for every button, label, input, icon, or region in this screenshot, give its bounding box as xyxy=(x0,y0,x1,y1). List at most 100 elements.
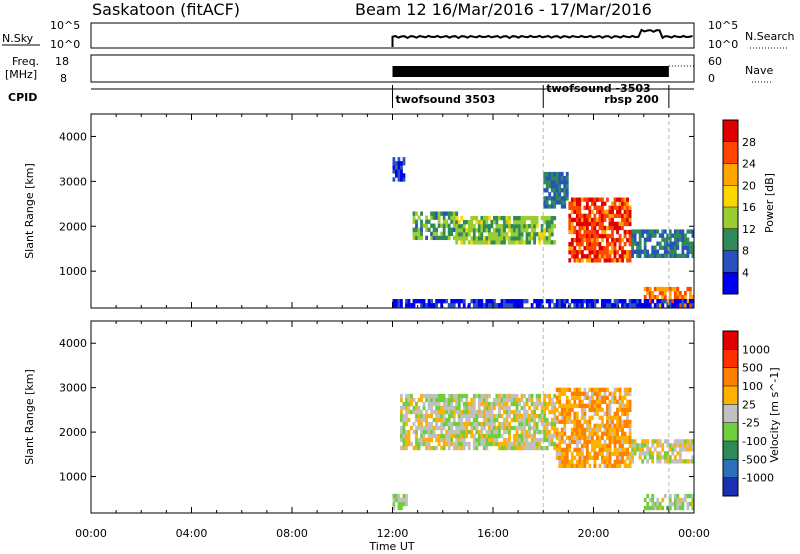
power-cell xyxy=(583,225,587,231)
velocity-cell xyxy=(626,399,629,404)
velocity-cell xyxy=(442,445,446,451)
power-cell xyxy=(415,219,418,224)
velocity-cell xyxy=(666,451,670,456)
velocity-cell xyxy=(611,395,614,400)
velocity-cell xyxy=(596,431,599,436)
y-tick-label: 1000 xyxy=(59,265,87,278)
velocity-cell xyxy=(500,393,504,399)
power-cell xyxy=(437,223,441,228)
velocity-cell xyxy=(585,395,589,400)
power-cell xyxy=(633,303,637,308)
power-cell xyxy=(480,215,484,221)
velocity-cell xyxy=(425,429,428,435)
velocity-cell xyxy=(575,423,579,428)
power-cell xyxy=(450,231,454,236)
velocity-cell xyxy=(573,439,577,444)
power-cell xyxy=(596,299,599,304)
velocity-cell xyxy=(535,437,539,443)
power-cell xyxy=(435,299,439,304)
velocity-cell xyxy=(638,451,642,456)
velocity-cell xyxy=(505,437,509,443)
velocity-cell xyxy=(415,409,418,415)
power-cell xyxy=(543,232,547,237)
velocity-cell xyxy=(407,429,411,435)
velocity-cell xyxy=(487,393,491,399)
power-cell xyxy=(578,237,582,243)
velocity-cell xyxy=(482,405,486,411)
velocity-cell xyxy=(676,501,680,507)
velocity-cell xyxy=(661,443,665,448)
velocity-cell xyxy=(523,421,526,427)
power-cell xyxy=(400,303,403,308)
power-cell xyxy=(590,217,594,223)
power-cell xyxy=(678,233,682,238)
velocity-cell xyxy=(392,505,396,511)
velocity-cell xyxy=(465,421,469,427)
velocity-cell xyxy=(543,417,547,423)
power-cell xyxy=(412,231,416,236)
power-cell xyxy=(636,229,640,234)
velocity-cell xyxy=(628,431,632,436)
velocity-cell xyxy=(515,397,519,403)
power-cell xyxy=(646,237,650,242)
power-cell xyxy=(580,197,584,202)
power-cell xyxy=(555,180,559,185)
power-cell xyxy=(482,219,486,225)
power-cell xyxy=(570,250,574,255)
power-cell xyxy=(606,233,609,239)
velocity-cell xyxy=(596,391,599,396)
velocity-cell xyxy=(432,417,436,423)
power-cell xyxy=(611,233,614,239)
power-cell xyxy=(493,228,496,233)
power-cell xyxy=(508,224,511,229)
power-colorbar-tick-label: 12 xyxy=(742,223,756,236)
power-cell xyxy=(688,241,692,246)
power-cell xyxy=(405,299,408,304)
velocity-cell xyxy=(500,445,504,451)
velocity-cell xyxy=(560,439,564,444)
power-cell xyxy=(676,294,680,300)
velocity-cell xyxy=(573,431,577,436)
power-cell xyxy=(440,299,444,304)
velocity-cell xyxy=(485,441,489,447)
velocity-cell xyxy=(555,435,559,440)
velocity-cell xyxy=(563,439,567,444)
power-cell xyxy=(608,233,612,239)
velocity-cell xyxy=(623,391,627,396)
velocity-cell xyxy=(568,443,572,448)
power-cell xyxy=(646,229,650,234)
velocity-cell xyxy=(573,427,577,432)
power-cell xyxy=(575,299,579,304)
power-cell xyxy=(450,211,454,216)
velocity-cell xyxy=(427,397,431,403)
velocity-cell xyxy=(518,437,521,443)
velocity-cell xyxy=(530,441,534,447)
power-cell xyxy=(648,286,652,292)
velocity-cell xyxy=(435,393,439,399)
power-cell xyxy=(631,237,634,242)
power-cell xyxy=(392,303,396,308)
velocity-cell xyxy=(585,427,589,432)
velocity-cell xyxy=(395,493,398,499)
velocity-cell xyxy=(578,427,582,432)
power-cell xyxy=(455,299,459,304)
velocity-cell xyxy=(402,401,406,407)
power-cell xyxy=(490,219,494,225)
velocity-cell xyxy=(626,407,629,412)
velocity-cell xyxy=(500,401,504,407)
velocity-cell xyxy=(570,403,574,408)
velocity-cell xyxy=(467,441,471,447)
velocity-cell xyxy=(442,397,446,403)
velocity-cell xyxy=(400,501,403,507)
x-tick-label: 16:00 xyxy=(477,527,509,540)
power-cell xyxy=(485,215,489,221)
velocity-cell xyxy=(430,425,433,431)
velocity-cell xyxy=(651,443,655,448)
velocity-cell xyxy=(691,501,695,507)
velocity-cell xyxy=(543,405,547,411)
velocity-cell xyxy=(580,423,584,428)
velocity-cell xyxy=(555,451,559,456)
velocity-cell xyxy=(621,455,624,460)
velocity-cell xyxy=(668,497,672,503)
power-cell xyxy=(626,303,629,308)
